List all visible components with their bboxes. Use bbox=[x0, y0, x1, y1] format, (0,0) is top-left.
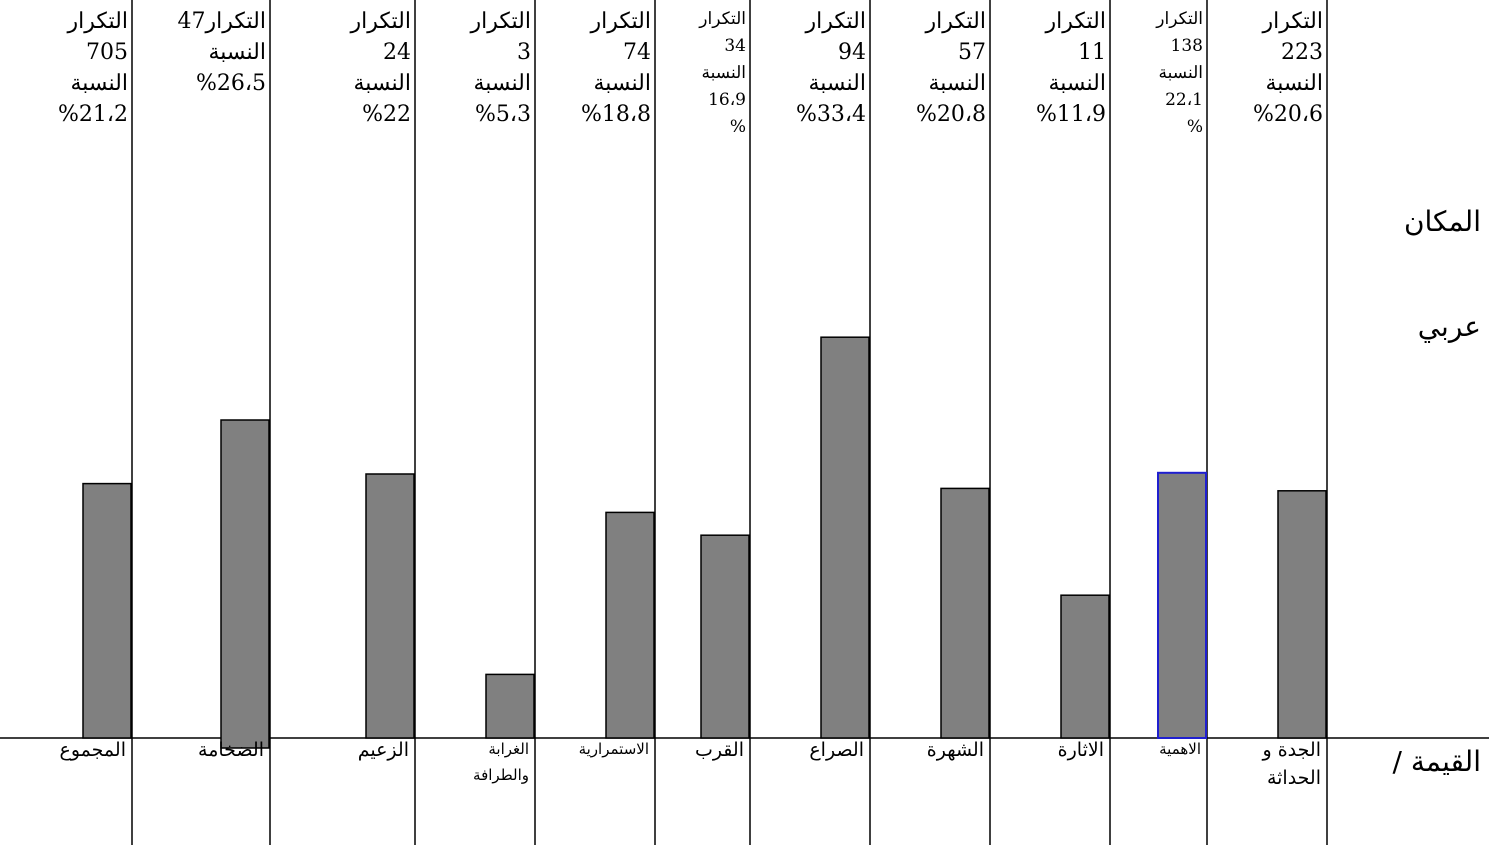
bar-magnitude bbox=[220, 419, 270, 749]
category-label-oddity: الغرابة والطرافة bbox=[473, 740, 529, 784]
category-label-leader: الزعيم bbox=[357, 739, 409, 761]
data-label-excitement: التكرار 11 النسبة %11،9 bbox=[1036, 9, 1106, 127]
data-label-proximity: التكرار 34 النسبة 16،9 % bbox=[699, 9, 746, 137]
data-label-continuity: التكرار 74 النسبة %18،8 bbox=[581, 9, 651, 127]
data-label-oddity: التكرار 3 النسبة %5،3 bbox=[470, 9, 531, 127]
bar-total bbox=[82, 482, 132, 739]
category-label-continuity: الاستمرارية bbox=[578, 740, 649, 758]
data-label-leader: التكرار 24 النسبة %22 bbox=[350, 9, 411, 127]
data-label-novelty: التكرار 223 النسبة %20،6 bbox=[1253, 9, 1323, 127]
bar-conflict bbox=[820, 336, 870, 739]
bar-novelty bbox=[1277, 490, 1327, 739]
category-label-novelty: الجدة و الحداثة bbox=[1262, 739, 1321, 789]
data-label-importance: التكرار 138 النسبة 22،1 % bbox=[1156, 9, 1203, 137]
data-label-conflict: التكرار 94 النسبة %33،4 bbox=[796, 9, 866, 127]
bar-continuity bbox=[605, 511, 655, 739]
bar-leader bbox=[365, 473, 415, 739]
row-label-arab: عربي bbox=[1417, 310, 1481, 343]
category-label-importance: الاهمية bbox=[1159, 740, 1201, 758]
category-label-conflict: الصراع bbox=[809, 739, 864, 761]
category-label-total: المجموع bbox=[59, 739, 126, 761]
category-label-excitement: الاثارة bbox=[1057, 739, 1104, 761]
category-label-magnitude: الضخامة bbox=[198, 739, 264, 761]
bar-proximity bbox=[700, 534, 750, 739]
data-label-magnitude: التكرار47 النسبة %26،5 bbox=[177, 9, 266, 96]
bar-fame bbox=[940, 487, 990, 739]
category-label-fame: الشهرة bbox=[926, 739, 984, 761]
bar-oddity bbox=[485, 673, 535, 739]
data-label-fame: التكرار 57 النسبة %20،8 bbox=[916, 9, 986, 127]
row-label-place: المكان bbox=[1403, 205, 1481, 238]
data-label-total: التكرار 705 النسبة %21،2 bbox=[58, 9, 128, 127]
bar-importance bbox=[1157, 471, 1207, 739]
row-label-value: القيمة / bbox=[1392, 745, 1481, 778]
category-label-proximity: القرب bbox=[694, 739, 744, 761]
bar-excitement bbox=[1060, 594, 1110, 739]
